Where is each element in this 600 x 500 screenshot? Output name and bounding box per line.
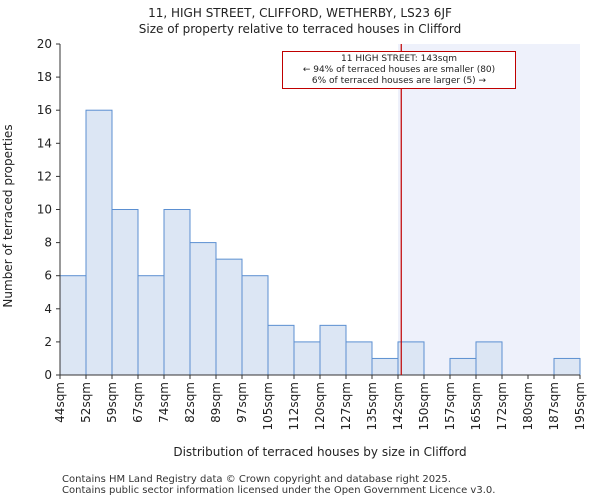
x-tick-label: 97sqm — [235, 382, 249, 423]
histogram-bar — [319, 324, 347, 376]
x-tick-label: 157sqm — [443, 382, 457, 430]
histogram-bar — [241, 275, 269, 376]
x-tick-label: 195sqm — [573, 382, 587, 430]
y-tick-label: 20 — [37, 37, 52, 51]
x-tick-label: 112sqm — [287, 382, 301, 430]
chart-title-line2: Size of property relative to terraced ho… — [138, 22, 462, 36]
x-tick-label: 52sqm — [79, 382, 93, 423]
histogram-bar — [215, 258, 243, 376]
y-tick-label: 10 — [37, 203, 52, 217]
y-tick-label: 16 — [37, 103, 52, 117]
y-tick-label: 0 — [44, 368, 52, 382]
histogram-bar — [345, 341, 373, 376]
histogram-bar — [267, 324, 295, 376]
histogram-bar — [397, 341, 425, 376]
annotation-property-size: 11 HIGH STREET: 143sqm — [341, 54, 457, 64]
histogram-bar — [371, 357, 399, 376]
y-tick-label: 18 — [37, 70, 52, 84]
y-tick-label: 2 — [44, 335, 52, 349]
x-tick-label: 44sqm — [53, 382, 67, 423]
histogram-bar — [449, 357, 477, 376]
histogram-bar — [137, 275, 165, 376]
x-tick-label: 89sqm — [209, 382, 223, 423]
property-annotation-box: 11 HIGH STREET: 143sqm ← 94% of terraced… — [282, 51, 516, 89]
histogram-bar — [475, 341, 503, 376]
histogram-bar — [553, 357, 581, 376]
annotation-larger-share: 6% of terraced houses are larger (5) → — [311, 76, 487, 86]
y-tick-label: 14 — [37, 136, 52, 150]
chart-title-line1: 11, HIGH STREET, CLIFFORD, WETHERBY, LS2… — [148, 6, 452, 20]
x-tick-label: 120sqm — [313, 382, 327, 430]
histogram-bar — [111, 209, 139, 376]
x-tick-label: 180sqm — [521, 382, 535, 430]
x-tick-label: 172sqm — [495, 382, 509, 430]
x-tick-label: 165sqm — [469, 382, 483, 430]
histogram-bar — [85, 109, 113, 376]
footer-licence: Contains public sector information licen… — [62, 485, 496, 496]
y-axis-label: Number of terraced properties — [1, 124, 15, 307]
x-tick-label: 187sqm — [547, 382, 561, 430]
y-tick-label: 4 — [44, 302, 52, 316]
x-tick-label: 59sqm — [105, 382, 119, 423]
x-tick-label: 127sqm — [339, 382, 353, 430]
x-tick-label: 142sqm — [391, 382, 405, 430]
x-axis-label: Distribution of terraced houses by size … — [173, 445, 466, 459]
x-tick-label: 82sqm — [183, 382, 197, 423]
histogram-bar — [189, 242, 217, 376]
footer-copyright: Contains HM Land Registry data © Crown c… — [62, 474, 451, 485]
x-tick-label: 74sqm — [157, 382, 171, 423]
y-tick-label: 12 — [37, 169, 52, 183]
y-tick-label: 6 — [44, 269, 52, 283]
annotation-smaller-share: ← 94% of terraced houses are smaller (80… — [302, 65, 496, 75]
x-tick-label: 105sqm — [261, 382, 275, 430]
histogram-bar — [293, 341, 321, 376]
y-tick-label: 8 — [44, 236, 52, 250]
x-tick-label: 67sqm — [131, 382, 145, 423]
histogram-bar — [59, 275, 87, 376]
x-tick-label: 150sqm — [417, 382, 431, 430]
highlight-region — [398, 44, 580, 375]
x-tick-label: 135sqm — [365, 382, 379, 430]
histogram-bar — [163, 209, 191, 376]
